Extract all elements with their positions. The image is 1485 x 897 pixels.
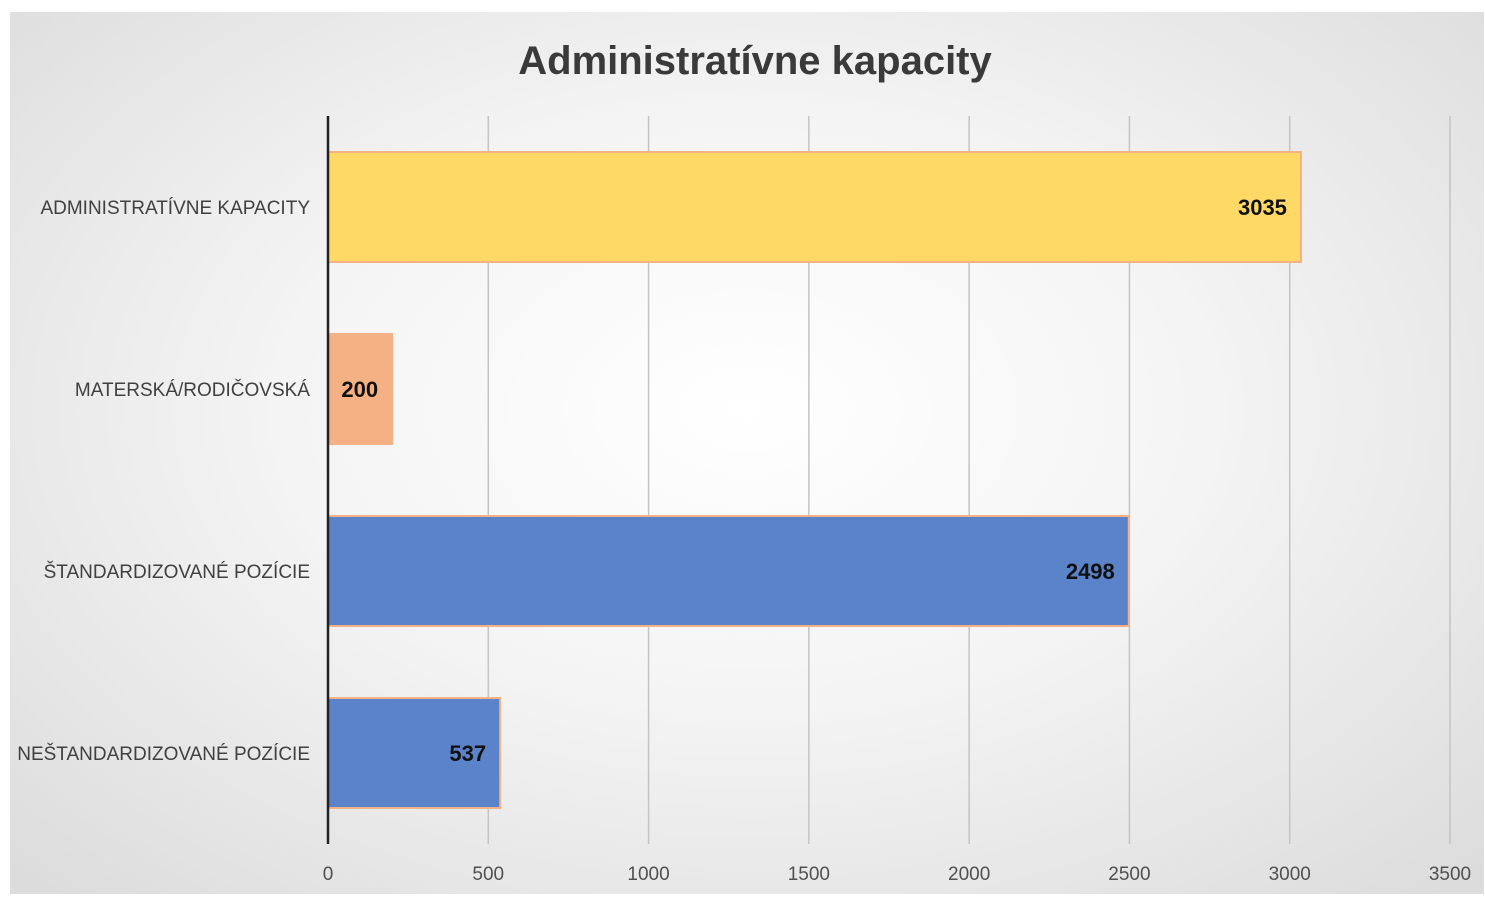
- x-tick-label: 2500: [1108, 864, 1150, 885]
- x-tick-label: 3000: [1269, 864, 1311, 885]
- x-axis-tick-labels: 0 500 1000 1500 2000 2500 3000 3500: [323, 864, 1471, 885]
- x-tick-label: 2000: [948, 864, 990, 885]
- category-label: MATERSKÁ/RODIČOVSKÁ: [75, 379, 310, 401]
- data-label: 200: [341, 377, 378, 402]
- x-tick-label: 500: [472, 864, 504, 885]
- bar: [327, 151, 1302, 263]
- data-label: 2498: [1066, 559, 1115, 584]
- bars: [327, 151, 1302, 809]
- bar: [327, 515, 1130, 627]
- chart-title: Administratívne kapacity: [518, 39, 992, 83]
- chart-area: Administratívne kapacity ADMINISTRATÍVNE…: [10, 12, 1484, 894]
- data-label: 3035: [1238, 195, 1287, 220]
- category-label: NEŠTANDARDIZOVANÉ POZÍCIE: [17, 743, 310, 765]
- category-labels: ADMINISTRATÍVNE KAPACITY MATERSKÁ/RODIČOV…: [17, 198, 310, 765]
- category-label: ADMINISTRATÍVNE KAPACITY: [40, 198, 310, 219]
- bar: [327, 697, 502, 809]
- data-labels: 3035 200 2498 537: [341, 195, 1287, 766]
- x-tick-label: 1000: [627, 864, 669, 885]
- x-tick-label: 0: [323, 864, 334, 885]
- category-label: ŠTANDARDIZOVANÉ POZÍCIE: [44, 561, 310, 583]
- bar-chart: Administratívne kapacity ADMINISTRATÍVNE…: [17, 39, 1471, 885]
- data-label: 537: [449, 741, 486, 766]
- x-tick-label: 3500: [1429, 864, 1471, 885]
- x-tick-label: 1500: [788, 864, 830, 885]
